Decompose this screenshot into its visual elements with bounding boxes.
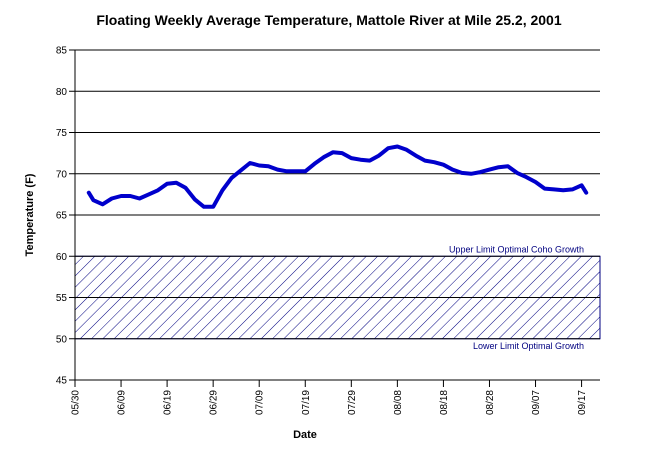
y-tick-label: 50	[56, 334, 68, 345]
x-tick-label: 07/09	[255, 390, 266, 415]
y-tick-label: 75	[56, 128, 68, 139]
x-tick-label: 05/30	[71, 390, 82, 415]
x-axis-label: Date	[293, 429, 317, 441]
y-axis-label: Temperature (F)	[24, 173, 36, 256]
band-lower-label: Lower Limit Optimal Growth	[473, 341, 584, 351]
y-tick-label: 70	[56, 169, 68, 180]
x-tick-label: 09/17	[577, 390, 588, 415]
y-tick-label: 45	[56, 376, 68, 387]
y-tick-label: 55	[56, 293, 68, 304]
temperature-line	[86, 144, 589, 209]
x-tick-label: 07/29	[347, 390, 358, 415]
x-tick-label: 08/18	[439, 390, 450, 415]
y-tick-label: 60	[56, 252, 68, 263]
chart-title: Floating Weekly Average Temperature, Mat…	[96, 12, 562, 28]
x-tick-label: 06/29	[209, 390, 220, 415]
x-tick-label: 08/08	[393, 390, 404, 415]
x-tick-label: 09/07	[531, 390, 542, 415]
y-tick-label: 65	[56, 211, 68, 222]
x-tick-label: 06/09	[117, 390, 128, 415]
y-tick-label: 85	[56, 46, 68, 57]
x-tick-label: 08/28	[485, 390, 496, 415]
x-tick-label: 07/19	[301, 390, 312, 415]
x-tick-label: 06/19	[163, 390, 174, 415]
band-upper-label: Upper Limit Optimal Coho Growth	[449, 244, 584, 254]
y-tick-label: 80	[56, 87, 68, 98]
